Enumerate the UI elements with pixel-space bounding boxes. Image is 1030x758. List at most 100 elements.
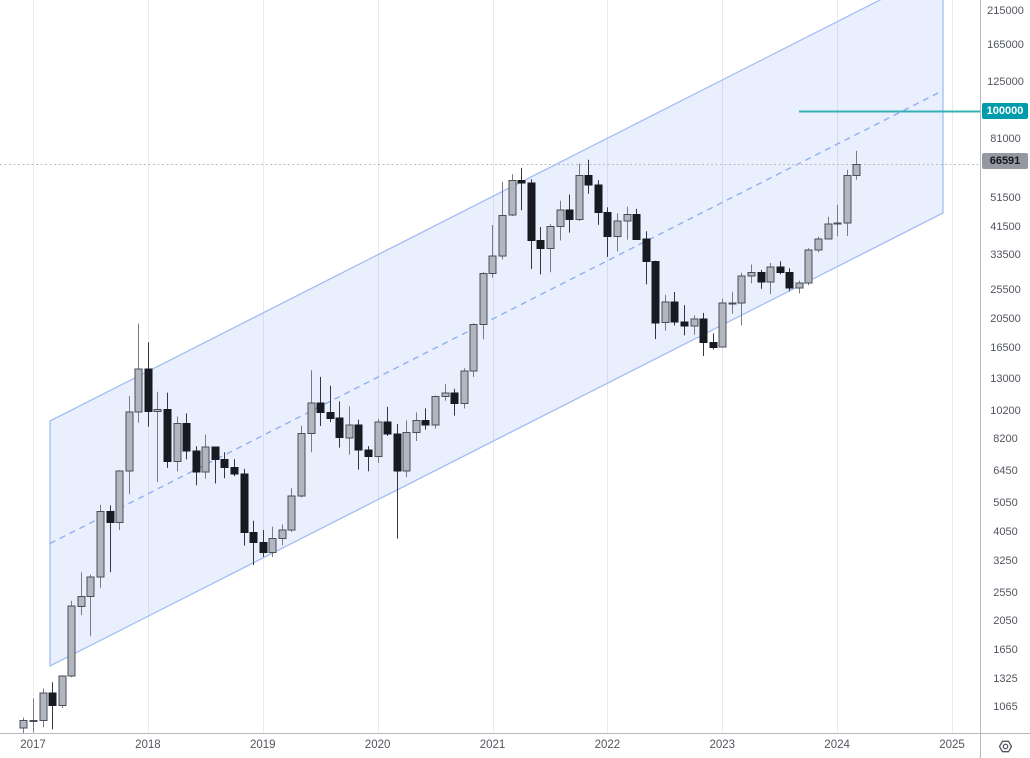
candle-body xyxy=(785,272,794,289)
price-tick-label: 13000 xyxy=(990,372,1021,385)
time-axis-year-label: 2025 xyxy=(939,739,965,751)
time-axis-year-label: 2018 xyxy=(135,739,161,751)
candle-body xyxy=(498,214,507,257)
candle-body xyxy=(613,220,622,237)
candle-body xyxy=(287,495,296,531)
chart-pane[interactable] xyxy=(0,0,980,733)
candle-body xyxy=(316,402,325,413)
candle-body xyxy=(48,692,57,706)
candle-body xyxy=(374,421,383,458)
candle-body xyxy=(77,595,86,607)
candle-body xyxy=(163,408,172,462)
candle-body xyxy=(96,511,105,578)
candle-body xyxy=(747,271,756,277)
price-tick-label: 81000 xyxy=(990,132,1021,145)
candle-body xyxy=(575,174,584,220)
candle-body xyxy=(460,370,469,404)
candle-body xyxy=(508,180,517,216)
candle-body xyxy=(39,692,48,721)
candle-body xyxy=(220,459,229,468)
candle-body xyxy=(29,719,38,722)
candle-body xyxy=(182,423,191,452)
price-scale-settings-button[interactable] xyxy=(996,736,1016,756)
price-tick-label: 6450 xyxy=(993,464,1018,477)
time-axis-year-label: 2020 xyxy=(364,739,391,751)
price-axis[interactable]: 2150001650001250001000008100066500515004… xyxy=(981,0,1030,733)
candle-body xyxy=(757,271,766,283)
regression-channel[interactable] xyxy=(49,0,944,668)
candle-body xyxy=(412,420,421,434)
candle-body xyxy=(335,417,344,439)
candle-body xyxy=(804,249,813,284)
time-axis-year-label: 2022 xyxy=(594,739,621,751)
candle-body xyxy=(709,341,718,348)
price-tick-label: 1325 xyxy=(993,672,1018,685)
price-tick-label: 3250 xyxy=(993,554,1018,567)
candle-body xyxy=(402,432,411,472)
candle-body xyxy=(364,449,373,458)
candle-body xyxy=(19,720,28,729)
price-tick-label: 2550 xyxy=(993,586,1018,599)
candle-body xyxy=(297,433,306,497)
candle-body xyxy=(766,266,775,283)
candle-body xyxy=(345,424,354,439)
candle-body xyxy=(651,260,660,324)
candle-body xyxy=(833,222,842,225)
candle-body xyxy=(824,223,833,240)
price-tick-label: 125000 xyxy=(987,75,1024,88)
candle-body xyxy=(479,273,488,325)
candle-body xyxy=(201,446,210,473)
candle-body xyxy=(249,531,258,543)
candle-body xyxy=(795,282,804,289)
candle-body xyxy=(661,301,670,324)
candle-body xyxy=(268,537,277,554)
price-tick-label: 8200 xyxy=(993,433,1018,446)
candle-body xyxy=(843,175,852,224)
price-tick-label: 25500 xyxy=(990,284,1021,297)
candle-body xyxy=(106,511,115,523)
gear-icon xyxy=(998,740,1013,752)
time-axis[interactable]: 2017 2018 2019 2020 2021 2022 2023 2024 2025 xyxy=(0,734,980,758)
candle-body xyxy=(144,368,153,412)
candle-body xyxy=(58,675,67,707)
candle-body xyxy=(517,180,526,184)
candle-body xyxy=(86,576,95,597)
candle-body xyxy=(623,213,632,222)
candle-body xyxy=(488,255,497,275)
horizontal-line-price-label[interactable]: 100000 xyxy=(982,103,1028,119)
price-tick-label: 20500 xyxy=(990,313,1021,326)
candle-body xyxy=(728,302,737,305)
candle-body xyxy=(642,238,651,262)
axis-corner xyxy=(981,734,1030,758)
time-axis-year-label: 2017 xyxy=(20,739,46,751)
candlestick-chart[interactable] xyxy=(0,0,980,733)
price-axis-separator xyxy=(980,0,981,758)
candle-body xyxy=(421,420,430,426)
candle-body xyxy=(718,302,727,348)
price-tick-label: 33500 xyxy=(990,248,1021,261)
price-tick-label: 4050 xyxy=(993,526,1018,538)
price-tick-label: 1650 xyxy=(993,643,1018,656)
candle-body xyxy=(556,209,565,227)
candle-body xyxy=(603,211,612,237)
candle-body xyxy=(431,396,440,426)
candle-body xyxy=(594,184,603,213)
candle-body xyxy=(259,541,268,554)
price-tick-label: 10200 xyxy=(990,404,1021,417)
candle-body xyxy=(441,392,450,398)
candle-body xyxy=(393,433,402,472)
price-tick-label: 41500 xyxy=(990,220,1021,233)
candle-body xyxy=(125,411,134,472)
candle-body xyxy=(115,470,124,523)
candle-body xyxy=(278,529,287,539)
candle-body xyxy=(527,182,536,242)
price-tick-label: 5050 xyxy=(993,497,1018,509)
candle-body xyxy=(240,473,249,533)
candle-body xyxy=(450,392,459,404)
price-tick-label: 215000 xyxy=(987,4,1024,17)
candle-body xyxy=(737,275,746,304)
candle-body xyxy=(211,446,220,461)
candle-body xyxy=(469,323,478,372)
candle-body xyxy=(776,266,785,273)
